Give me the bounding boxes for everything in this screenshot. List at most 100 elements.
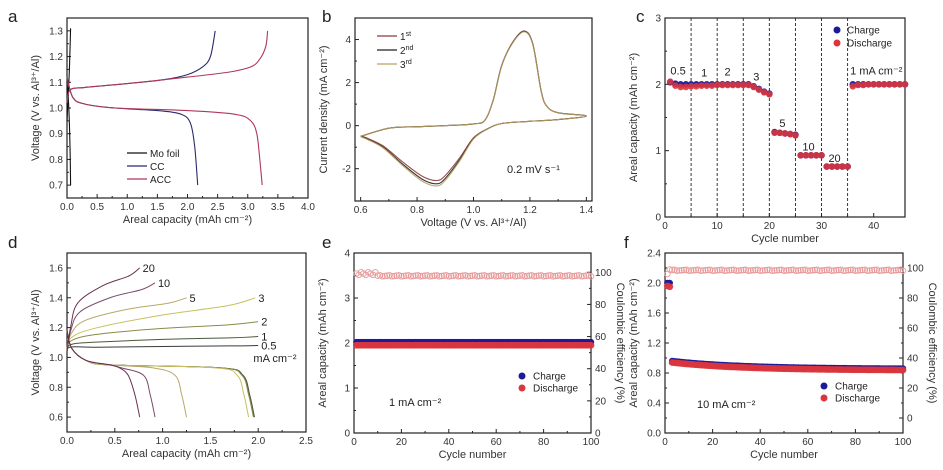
x-tick-label: 0.5 <box>90 202 104 213</box>
discharge-point <box>823 163 831 170</box>
ce-point <box>440 272 448 279</box>
ce-point <box>852 267 859 274</box>
rate-label: 1 <box>701 67 707 79</box>
ce-point <box>568 273 576 280</box>
ce-point <box>773 267 781 274</box>
ce-point <box>388 273 396 280</box>
ce-point <box>521 273 528 280</box>
discharge-curve-20 <box>66 330 141 418</box>
ce-point <box>828 267 835 274</box>
discharge-curve-2 <box>66 330 254 418</box>
ce-point <box>747 267 754 274</box>
x-tick-label: 0 <box>662 437 668 448</box>
discharge-point <box>891 81 898 88</box>
ce-point <box>516 272 524 279</box>
discharge-point <box>849 83 857 90</box>
x-axis-label: Areal capacity (mAh cm⁻²) <box>122 448 251 460</box>
ce-point <box>833 267 840 274</box>
x-tick-label: 0 <box>351 437 357 448</box>
ce-point <box>530 273 538 280</box>
legend-label: Charge <box>835 382 868 393</box>
y-tick-label: 1 <box>655 146 661 157</box>
ce-point <box>587 273 595 280</box>
x-tick-label: 1.5 <box>150 202 164 213</box>
discharge-point <box>797 152 804 159</box>
rate-label: 20 <box>828 153 840 165</box>
discharge-point <box>666 283 674 291</box>
discharge-point <box>859 81 867 89</box>
y-axis-label: Voltage (V vs. Al³⁺/Al) <box>30 289 42 395</box>
legend-superscript: nd <box>406 45 414 52</box>
ce-point <box>485 272 493 280</box>
ce-point <box>692 266 700 274</box>
ce-point <box>842 267 850 274</box>
y2-tick-label: 80 <box>595 300 607 311</box>
ce-point <box>450 272 457 279</box>
y2-tick-label: 80 <box>907 294 919 305</box>
y-tick-label: 0 <box>655 213 661 224</box>
x-tick-label: 3.5 <box>271 202 285 213</box>
x-tick-label: 0 <box>662 221 668 232</box>
ce-point <box>699 267 707 274</box>
y-tick-label: 1.0 <box>49 353 63 364</box>
ce-point <box>426 273 434 280</box>
legend-number: 3 <box>400 60 406 71</box>
ce-point <box>804 267 812 274</box>
ce-point <box>780 267 788 274</box>
legend-number: 2 <box>400 46 406 57</box>
y-axis-label: Current density (mA cm⁻²) <box>318 45 330 173</box>
ce-point <box>431 272 438 279</box>
discharge-curve-0.5 <box>66 330 255 418</box>
ce-point <box>797 267 804 274</box>
ce-point <box>859 266 866 274</box>
ce-point <box>673 267 681 274</box>
ce-point <box>383 272 391 279</box>
rate-label: 2 <box>725 67 731 79</box>
ce-point <box>523 272 531 280</box>
ce-point <box>711 267 719 274</box>
legend-marker <box>518 372 526 380</box>
ce-point <box>847 266 854 274</box>
ce-point <box>714 267 721 274</box>
cv-curve-2nd <box>360 30 587 185</box>
discharge-point <box>713 81 721 89</box>
y2-tick-label: 60 <box>907 324 919 335</box>
discharge-point <box>672 82 679 89</box>
y-tick-label: 1.3 <box>49 26 63 37</box>
discharge-point <box>901 81 909 88</box>
ce-point <box>428 272 436 280</box>
ce-point <box>883 266 890 274</box>
ce-point <box>835 266 842 274</box>
discharge-point <box>745 81 752 89</box>
x-tick-label: 60 <box>491 437 503 448</box>
ce-point <box>830 267 838 274</box>
ce-point <box>545 272 552 279</box>
charge-curve-20 <box>66 267 141 352</box>
panel-letter: f <box>624 233 629 252</box>
x-tick-label: 10 <box>712 221 724 232</box>
ce-point <box>792 267 800 274</box>
discharge-point <box>734 81 742 89</box>
ce-point <box>764 266 771 274</box>
x-tick-label: 100 <box>583 437 600 448</box>
ce-point <box>723 267 731 274</box>
ce-point <box>504 272 512 280</box>
ce-point <box>868 267 876 274</box>
ce-point <box>678 267 685 274</box>
ce-point <box>735 267 743 274</box>
ce-point <box>899 267 907 274</box>
ce-point <box>668 266 676 274</box>
charge-curve-10 <box>66 282 156 352</box>
discharge-point <box>693 83 700 90</box>
legend-number: 1 <box>400 32 406 43</box>
discharge-point <box>802 152 810 159</box>
discharge-point <box>813 152 820 159</box>
x-tick-label: 1.5 <box>203 436 217 447</box>
x-tick-label: 1.0 <box>156 436 170 447</box>
y-axis-label: Voltage (V vs. Al³⁺/Al) <box>30 55 42 161</box>
ce-point <box>866 267 873 274</box>
y2-tick-label: 0 <box>907 414 913 425</box>
ce-point <box>412 272 419 279</box>
legend-label: CC <box>150 162 164 173</box>
ce-point <box>783 267 790 274</box>
